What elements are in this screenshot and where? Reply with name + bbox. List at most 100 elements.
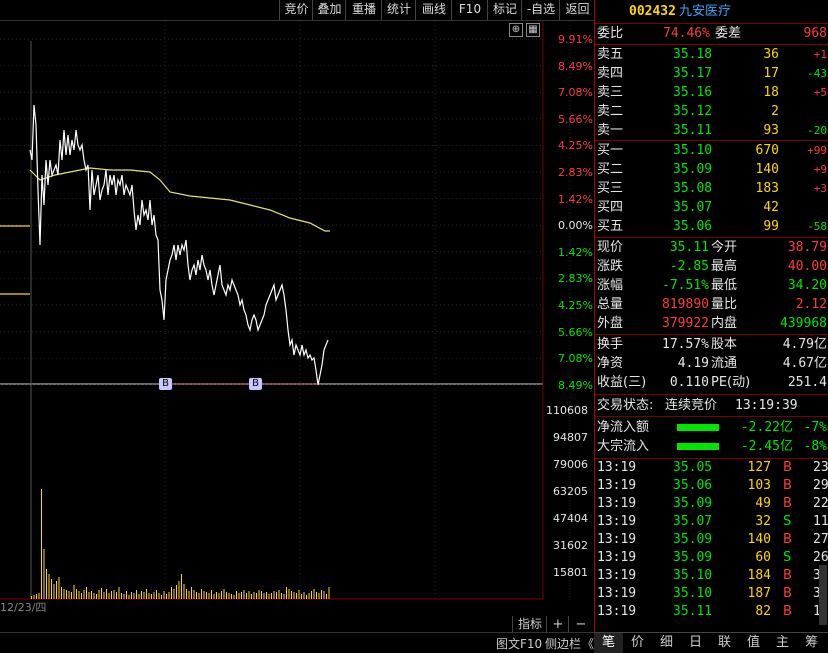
zoom-in-button[interactable]: + — [546, 616, 569, 633]
order-row[interactable]: 卖二 35.12 2 — [595, 102, 828, 121]
fundamental-value: 251.4 — [787, 375, 827, 390]
tick-row[interactable]: 13:19 35.09 49 B 22 — [595, 495, 828, 513]
volume-bar — [156, 590, 157, 599]
volume-bar — [273, 591, 275, 599]
volume-axis-label: 47404 — [553, 512, 588, 525]
tick-time: 13:19 — [597, 550, 637, 565]
tick-row[interactable]: 13:19 35.09 140 B 27 — [595, 531, 828, 549]
tick-direction: S — [783, 550, 792, 565]
order-row[interactable]: 卖三 35.16 18 +5 — [595, 83, 828, 102]
volume-bar — [63, 589, 65, 599]
tick-volume: 82 — [755, 604, 771, 619]
zoom-out-button[interactable]: − — [568, 616, 593, 633]
status-time: 13:19:39 — [735, 398, 798, 413]
volume-bar — [141, 591, 142, 599]
statistics-button[interactable]: 统计 — [381, 0, 416, 20]
volume-bar — [291, 591, 292, 599]
volume-bar — [303, 592, 305, 599]
quote-value: -7.51% — [662, 278, 709, 293]
quote-value: 38.79 — [787, 240, 827, 255]
tick-row[interactable]: 13:19 35.05 127 B 23 — [595, 459, 828, 477]
order-row[interactable]: 买五 35.06 99 -58 — [595, 217, 828, 236]
volume-bar — [296, 593, 297, 599]
price-axis-label: 8.49% — [558, 378, 593, 392]
sidebar-arrow-icon[interactable]: 《 — [582, 637, 595, 651]
volume-bar — [163, 591, 165, 599]
order-change: -58 — [807, 220, 827, 233]
volume-bar — [263, 593, 265, 599]
price-axis-label: 0.00% — [558, 219, 593, 233]
tick-scrollbar[interactable] — [819, 565, 827, 625]
order-row[interactable]: 买二 35.09 140 +9 — [595, 160, 828, 179]
volume-bar — [213, 594, 215, 599]
intraday-chart[interactable]: 9.91% 8.49% 7.08% 5.66% 4.25% 2.83% 1.42% 0.00%… — [0, 21, 594, 633]
panel-tab[interactable]: 细 — [659, 635, 673, 650]
tick-row[interactable]: 13:19 35.10 187 B 3 — [595, 585, 828, 603]
replay-button[interactable]: 重播 — [345, 0, 382, 20]
overlay-button[interactable]: 叠加 — [312, 0, 346, 20]
volume-bar — [221, 591, 222, 599]
tick-volume: 184 — [747, 568, 771, 583]
quote-value: 439968 — [780, 316, 827, 331]
order-row[interactable]: 卖五 35.18 36 +1 — [595, 45, 828, 64]
f10-button[interactable]: F10 — [451, 0, 488, 20]
order-row[interactable]: 卖四 35.17 17 -43 — [595, 64, 828, 83]
back-button[interactable]: 返回 — [559, 0, 595, 20]
chart-canvas[interactable] — [0, 21, 594, 611]
panel-tab[interactable]: 联 — [717, 635, 731, 650]
grid-icon[interactable]: ▦ — [526, 23, 540, 37]
order-price: 35.18 — [673, 47, 713, 62]
tick-price: 35.09 — [673, 550, 713, 565]
volume-bar — [101, 588, 102, 599]
order-row[interactable]: 买一 35.10 670 +99 — [595, 141, 828, 160]
volume-bar — [38, 593, 40, 599]
panel-tab[interactable]: 值 — [746, 635, 760, 650]
tick-row[interactable]: 13:19 35.09 60 S 26 — [595, 549, 828, 567]
volume-bar — [103, 592, 105, 599]
panel-tab[interactable]: 日 — [688, 635, 702, 650]
panel-tab[interactable]: 笔 — [594, 633, 623, 653]
tick-count: 22 — [813, 496, 828, 511]
f10-info-button[interactable]: 图文F10 — [496, 637, 543, 651]
volume-bar — [276, 592, 277, 599]
fundamental-value: 4.19 — [677, 356, 709, 371]
flow-label: 净流入额 — [597, 420, 650, 435]
volume-bar — [233, 595, 235, 599]
tick-row[interactable]: 13:19 35.06 103 B 29 — [595, 477, 828, 495]
volume-bars — [31, 489, 330, 599]
order-change: +3 — [813, 182, 827, 195]
indicator-button[interactable]: 指标 — [512, 616, 547, 633]
chart-footer: 图文F10 侧边栏 《 — [0, 632, 594, 653]
tick-row[interactable]: 13:19 35.10 184 B 3 — [595, 567, 828, 585]
tick-row[interactable]: 13:19 35.07 32 S 11 — [595, 513, 828, 531]
order-row[interactable]: 卖一 35.11 93 -20 — [595, 121, 828, 140]
order-row[interactable]: 买四 35.07 42 — [595, 198, 828, 217]
ratio-label: 委比 — [597, 26, 624, 41]
bidding-button[interactable]: 竞价 — [279, 0, 313, 20]
tick-volume: 49 — [755, 496, 771, 511]
volume-bar — [261, 591, 262, 599]
volume-bar — [86, 587, 87, 599]
volume-bar — [153, 592, 155, 599]
panel-tab[interactable]: 主 — [775, 635, 789, 650]
volume-bar — [223, 589, 225, 599]
buy-marker[interactable]: B — [249, 378, 262, 390]
volume-bar — [288, 589, 290, 599]
panel-tab[interactable]: 筹 — [804, 635, 818, 650]
draw-line-button[interactable]: 画线 — [415, 0, 452, 20]
tick-count: 23 — [813, 460, 828, 475]
volume-bar — [246, 593, 247, 599]
tick-row[interactable]: 13:19 35.11 82 B 1 — [595, 603, 828, 621]
panel-tab[interactable]: 价 — [630, 635, 644, 650]
buy-marker[interactable]: B — [159, 378, 172, 390]
volume-bar — [41, 489, 42, 599]
mark-button[interactable]: 标记 — [487, 0, 522, 20]
quote-value: 819890 — [662, 297, 709, 312]
sidebar-toggle-button[interactable]: 侧边栏 — [545, 637, 582, 651]
fundamental-label: 换手 — [597, 337, 624, 352]
remove-watchlist-button[interactable]: -自选 — [521, 0, 560, 20]
volume-bar — [306, 595, 307, 599]
plus-icon[interactable]: ⊕ — [509, 23, 523, 37]
volume-bar — [93, 593, 95, 599]
order-row[interactable]: 买三 35.08 183 +3 — [595, 179, 828, 198]
